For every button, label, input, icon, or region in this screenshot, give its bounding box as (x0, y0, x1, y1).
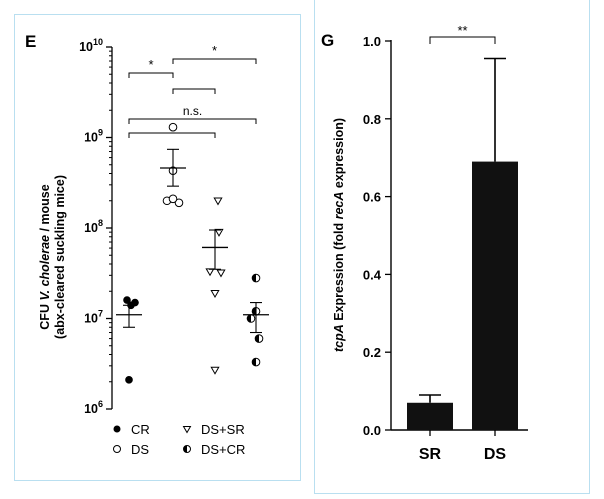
significance-label: * (148, 57, 153, 72)
significance-bracket (128, 118, 257, 124)
y-tick-label: 1.0 (363, 34, 381, 49)
ylabel-part-2: V. cholerae (38, 235, 52, 301)
y-tick-label: 0.4 (363, 267, 382, 282)
y-tick-label: 109 (84, 128, 103, 145)
legend-label: DS (131, 442, 149, 457)
panel-e-ylabel-line2: (abx-cleared suckling mice) (53, 175, 67, 339)
y-tick-label: 106 (84, 399, 103, 416)
data-point (205, 268, 215, 277)
y-tick-label: 0.6 (363, 190, 381, 205)
significance-label: ** (457, 23, 467, 38)
significance-bracket (128, 72, 174, 78)
y-tick-label: 1010 (79, 37, 103, 54)
data-point (123, 296, 131, 304)
y-tick-label: 0.2 (363, 345, 381, 360)
panel-e-letter: E (25, 32, 36, 51)
significance-bracket (172, 88, 216, 94)
legend-marker (113, 425, 121, 433)
significance-bracket (172, 58, 257, 64)
panel-e-ylabel: CFU V. cholerae / mouse (38, 184, 52, 329)
data-point (252, 307, 256, 316)
g-ylabel-part-2: Expression (fold (332, 219, 346, 324)
panel-e-significance: * * n.s. (128, 43, 257, 138)
panel-e-chart: E CFU V. cholerae / mouse (abx-cleared s… (25, 32, 269, 457)
data-point (168, 194, 178, 204)
ylabel-part-3: / mouse (38, 184, 52, 235)
panel-g-axis: 0.0 0.2 0.4 0.6 0.8 1.0 (363, 34, 528, 438)
data-point (213, 197, 223, 206)
significance-label: n.s. (183, 104, 202, 118)
panel-g-chart: G tcpA Expression (fold recA expression)… (321, 23, 528, 463)
g-ylabel-part-1: tcpA (332, 324, 346, 352)
data-point-outline (254, 334, 264, 343)
data-point (168, 122, 178, 132)
data-point (174, 198, 184, 208)
ylabel-part-1: CFU (38, 301, 52, 330)
y-tick-label: 0.8 (363, 112, 381, 127)
data-point-outline (251, 357, 261, 367)
bar-sr (407, 402, 453, 430)
data-point (214, 228, 224, 237)
legend-marker (113, 445, 121, 453)
g-ylabel-part-4: expression) (332, 118, 346, 192)
panel-e-points (116, 122, 269, 384)
data-point (125, 376, 133, 384)
data-point-outline (251, 273, 261, 283)
data-point (252, 274, 256, 282)
x-tick-label: DS (484, 446, 507, 463)
y-tick-label: 108 (84, 218, 103, 235)
x-tick-label: SR (419, 446, 442, 463)
data-point (216, 269, 226, 278)
legend-label: CR (131, 422, 150, 437)
panel-g-ylabel: tcpA Expression (fold recA expression) (332, 118, 346, 352)
data-point (210, 290, 220, 299)
panel-g: G tcpA Expression (fold recA expression)… (314, 0, 590, 494)
y-tick-label: 107 (84, 309, 103, 326)
y-tick-label: 0.0 (363, 423, 381, 438)
significance-bracket (429, 36, 496, 44)
bar-ds (472, 161, 518, 430)
legend-marker-outline (183, 445, 191, 453)
significance-bracket (128, 132, 216, 138)
data-point (252, 358, 256, 366)
data-point (247, 314, 251, 323)
significance-label: * (212, 43, 217, 58)
panel-g-letter: G (321, 31, 334, 50)
g-ylabel-part-3: recA (332, 192, 346, 220)
panel-g-significance: ** (429, 23, 496, 44)
panel-e: E CFU V. cholerae / mouse (abx-cleared s… (14, 14, 301, 481)
data-point (255, 334, 259, 343)
panel-g-bars: SR DS (407, 57, 518, 463)
panel-e-legend: CR DS DS+SR DS+CR (113, 422, 245, 457)
data-point (210, 366, 220, 375)
legend-label: DS+CR (201, 442, 245, 457)
legend-marker (182, 426, 192, 434)
legend-label: DS+SR (201, 422, 245, 437)
panel-e-axis: 106 107 108 109 1010 (79, 37, 113, 416)
